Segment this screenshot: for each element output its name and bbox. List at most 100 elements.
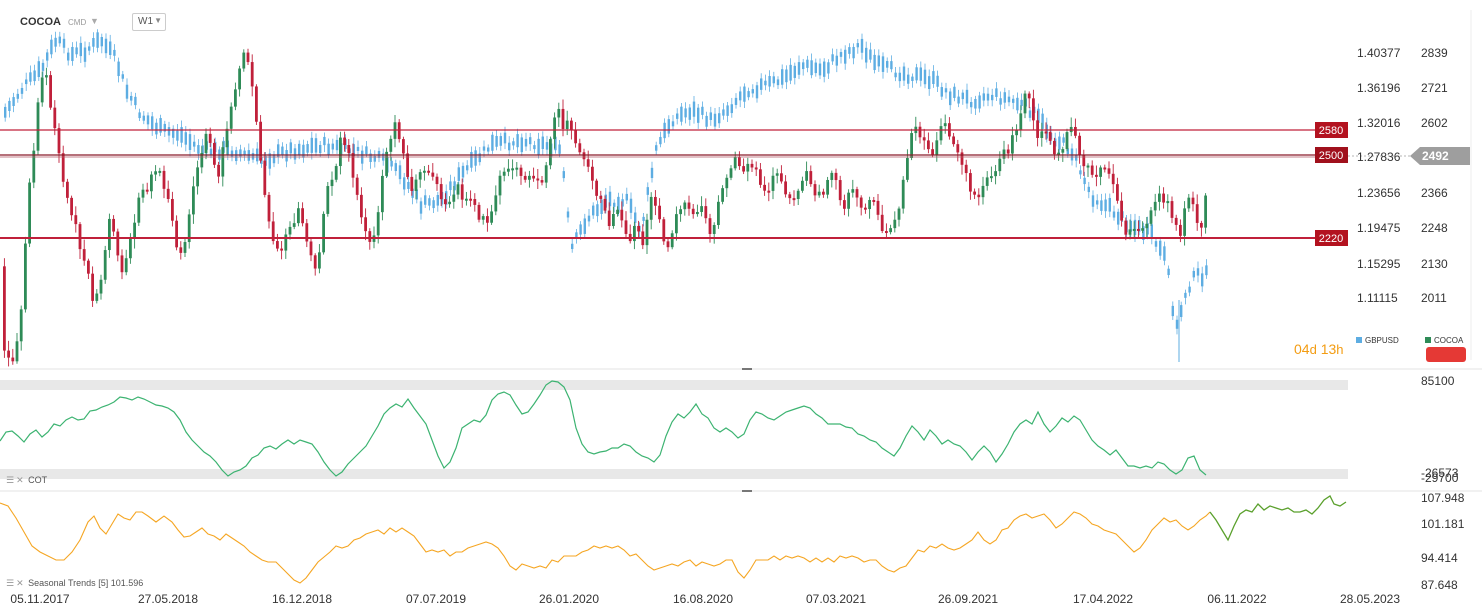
gbpusd-candle [839,52,843,57]
gbpusd-candle [71,46,74,62]
gbpusd-candle [676,113,679,119]
cocoa-candle [780,173,783,182]
right-axis-tick-label: 2130 [1421,257,1448,271]
gbpusd-candle [667,119,670,134]
trade-button[interactable] [1426,347,1466,362]
cocoa-candle [1086,165,1090,168]
cocoa-candle [1074,126,1077,136]
gbpusd-candle [1201,273,1204,287]
cocoa-candle [431,172,435,177]
gbpusd-candle [772,76,775,84]
cocoa-candle [973,191,976,195]
cocoa-candle [465,198,468,201]
gbpusd-candle [79,42,82,57]
level-lines: 2580 2500 2220 2492 [0,122,1470,246]
cocoa-candle [809,171,813,185]
cot-line [0,380,1207,477]
cocoa-candle [192,186,195,215]
x-tick-label: 26.01.2020 [539,592,599,606]
cocoa-candle [725,177,729,189]
cocoa-candle [183,242,187,253]
cocoa-candle [851,189,855,193]
gbpusd-candle [323,136,326,146]
cocoa-candle [565,120,569,129]
cocoa-candle [595,180,598,196]
menu-icon[interactable]: ☰ [6,475,15,485]
cocoa-candle [171,198,174,221]
gbpusd-candle [251,152,255,160]
gbpusd-candle [541,136,544,149]
cocoa-candle [276,241,279,249]
cocoa-candle [141,189,145,198]
cocoa-candle [561,108,565,129]
cocoa-candle [889,228,892,233]
gbpusd-candle [1037,108,1040,124]
cocoa-candle [221,147,225,177]
cocoa-candle [893,219,897,229]
cocoa-candle [414,179,418,191]
cocoa-candle [1137,228,1140,231]
gbpusd-candle [482,146,486,151]
countdown-hours: 13 [1320,341,1337,357]
level-label-box [1315,122,1348,138]
gbpusd-candle [285,150,288,162]
gbpusd-candle [524,138,528,147]
cocoa-candle [196,167,199,187]
cocoa-candle [87,260,90,274]
gbpusd-candle [835,55,838,66]
gbpusd-candle [75,47,78,55]
gbpusd-candle [671,121,675,127]
gbpusd-candle [37,61,40,78]
cocoa-candle [70,197,73,216]
cocoa-candle [645,219,649,246]
chevron-down-icon: ▼ [154,16,162,25]
cocoa-candle [1015,129,1018,136]
gbpusd-candles [4,29,1208,362]
cocoa-candle [103,250,107,280]
cocoa-candle [578,143,582,153]
gbpusd-candle [625,193,628,201]
gbpusd-candle [491,134,494,151]
close-icon[interactable]: ✕ [16,475,24,485]
gbpusd-candle [629,198,633,213]
gbpusd-candle [419,201,423,214]
cocoa-candle [1099,167,1102,177]
cocoa-candle [679,209,682,215]
cocoa-candle [1107,168,1111,174]
menu-icon[interactable]: ☰ [6,578,15,588]
timeframe-select[interactable]: W1 ▼ [132,13,166,31]
close-icon[interactable]: ✕ [16,578,24,588]
gbpusd-candle [151,116,154,130]
symbol-dropdown-icon[interactable]: ▼ [90,16,99,26]
gbpusd-candle [449,181,452,191]
symbol-title[interactable]: COCOA [20,16,61,28]
cocoa-candle [733,157,737,169]
gbpusd-candle [810,60,813,76]
legend-gbpusd[interactable]: GBPUSD [1356,336,1399,345]
cocoa-candle [1124,220,1128,235]
gbpusd-candle [789,64,792,81]
cocoa-candle [318,252,321,269]
cocoa-candle [1036,120,1039,138]
legend-cocoa[interactable]: COCOA [1425,336,1463,345]
cocoa-candle [1183,208,1186,236]
cocoa-candle [238,68,241,90]
gbpusd-candle [533,145,536,150]
timeframe-value: W1 [138,16,153,27]
cocoa-candle [469,198,472,201]
gbpusd-candle [785,69,788,83]
cocoa-candle [116,231,120,256]
cocoa-candle [801,180,804,191]
gbpusd-candle [1007,96,1011,103]
cocoa-candle [805,171,808,181]
cocoa-candle [305,223,309,242]
x-tick-label: 16.12.2018 [272,592,332,606]
gbpusd-candle [365,146,368,155]
cocoa-candle [204,133,208,153]
gbpusd-candle [1108,197,1111,212]
cocoa-candle [784,181,787,195]
cocoa-candle [1057,152,1060,155]
cocoa-candle [448,201,451,205]
gbpusd-candle [516,134,519,148]
